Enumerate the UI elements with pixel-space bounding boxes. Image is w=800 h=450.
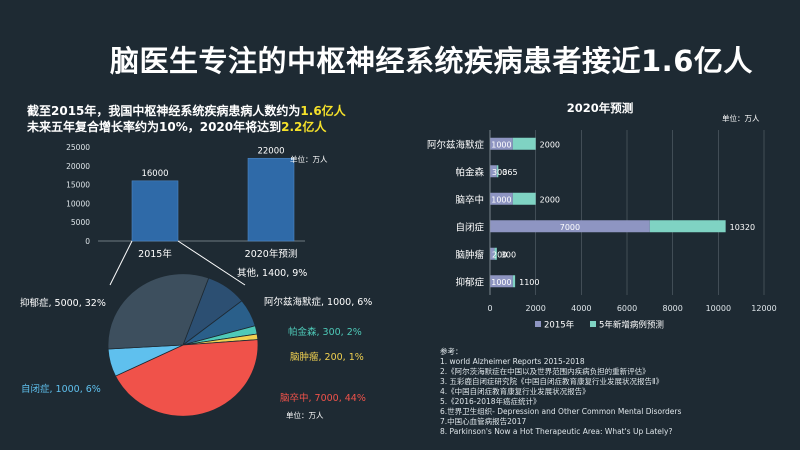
bar1-data-label: 16000 xyxy=(141,169,168,179)
bar2-total-label: 365 xyxy=(502,168,517,177)
bar2-xtick-label: 4000 xyxy=(571,304,591,313)
bar1-category-label: 2020年预测 xyxy=(245,248,298,260)
bar1-ytick-label: 0 xyxy=(85,237,90,246)
pie-slice-label: 阿尔兹海默症, 1000, 6% xyxy=(264,296,372,308)
bar2-segment-new xyxy=(494,247,497,260)
bar1-bar xyxy=(247,157,295,242)
bar2-category-label: 阿尔兹海默症 xyxy=(427,139,485,151)
bar2-segment-2015 xyxy=(490,275,513,288)
bar2-data-label: 7000 xyxy=(560,223,580,232)
bar2-category-label: 脑卒中 xyxy=(455,194,484,206)
bar1-ytick-label: 25000 xyxy=(66,143,90,152)
pie-slice-label: 脑肿瘤, 200, 1% xyxy=(290,351,364,363)
reference-item: 6.世界卫生组织- Depression and Other Common Me… xyxy=(440,407,682,416)
bar2-total-label: 2000 xyxy=(540,195,560,204)
bar1-unit-label: 单位：万人 xyxy=(290,154,328,164)
bar2-data-label: 1000 xyxy=(491,140,511,149)
connector-line xyxy=(109,240,133,286)
bar1-bar xyxy=(131,180,179,242)
bar2-legend-label: 2015年 xyxy=(544,320,575,331)
bar1-ytick-label: 20000 xyxy=(66,162,90,171)
references-heading: 参考： xyxy=(440,347,463,356)
slide-title: 脑医生专注的中枢神经系统疾病患者接近1.6亿人 xyxy=(110,44,753,78)
bar2-total-label: 2000 xyxy=(540,140,560,149)
bar2-total-label: 300 xyxy=(501,250,516,259)
reference-item: 2.《阿尔茨海默症在中国以及世界范围内疾病负担的重新评估》 xyxy=(440,367,650,376)
intro-text: 截至2015年，我国中枢神经系统疾病患病人数约为1.6亿人 未来五年复合增长率约… xyxy=(27,103,346,135)
bar2-segment-new xyxy=(496,165,499,178)
reference-item: 4.《中国自闭症教育康复行业发展状况报告》 xyxy=(440,387,590,396)
intro-line-2-text: 未来五年复合增长率约为10%，2020年将达到 xyxy=(27,120,282,134)
bar2-xtick-label: 0 xyxy=(487,304,492,313)
reference-item: 7.中国心血管病报告2017 xyxy=(440,417,527,426)
bar2-total-label: 1100 xyxy=(519,278,539,287)
bar2-category-label: 自闭症 xyxy=(455,221,484,233)
intro-line-1-text: 截至2015年，我国中枢神经系统疾病患病人数约为 xyxy=(27,104,301,118)
bar2-legend-label: 5年新增病例预测 xyxy=(599,320,664,331)
bar2-unit-label: 单位：万人 xyxy=(722,113,760,123)
bar2-segment-new xyxy=(649,220,726,233)
bar2-xtick-label: 6000 xyxy=(617,304,637,313)
intro-line-2-value: 2.2亿人 xyxy=(281,120,327,134)
intro-line-2: 未来五年复合增长率约为10%，2020年将达到2.2亿人 xyxy=(27,119,346,135)
bar2-data-label: 200 xyxy=(492,250,507,259)
bar2-segment-2015 xyxy=(490,192,513,205)
references: 参考： 1. world Alzheimer Reports 2015-2018… xyxy=(440,347,681,437)
bar2-data-label: 300 xyxy=(492,168,507,177)
bar1-ytick-label: 10000 xyxy=(66,199,90,208)
bar1-category-label: 2015年 xyxy=(138,248,172,260)
bar2-segment-2015 xyxy=(490,220,650,233)
bar1-ytick-label: 5000 xyxy=(71,218,90,227)
reference-item: 5.《2016-2018年癌症统计》 xyxy=(440,397,541,406)
bar2-segment-2015 xyxy=(490,137,513,150)
bar2-data-label: 1000 xyxy=(491,278,511,287)
bar2-xtick-label: 2000 xyxy=(525,304,545,313)
bar2-xtick-label: 8000 xyxy=(662,304,682,313)
reference-item: 8. Parkinson's Now a Hot Therapeutic Are… xyxy=(440,427,673,436)
pie-slice-label: 帕金森, 300, 2% xyxy=(288,326,362,338)
connector-line xyxy=(177,240,246,286)
pie-unit-label: 单位：万人 xyxy=(286,410,324,420)
bar2-total-label: 10320 xyxy=(730,223,755,232)
references-list: 1. world Alzheimer Reports 2015-2018 2.《阿… xyxy=(440,357,681,437)
bar2-data-label: 1000 xyxy=(491,195,511,204)
bar2-legend-swatch xyxy=(535,321,541,327)
bar2-xtick-label: 12000 xyxy=(751,304,776,313)
pie-slice-label: 脑卒中, 7000, 44% xyxy=(280,392,366,404)
reference-item: 1. world Alzheimer Reports 2015-2018 xyxy=(440,357,585,366)
pie-slice xyxy=(107,273,210,350)
bar2-segment-new xyxy=(512,275,516,288)
pie-slice-label: 其他, 1400, 9% xyxy=(237,267,307,279)
intro-line-1-value: 1.6亿人 xyxy=(300,104,346,118)
pie-slice-label: 自闭症, 1000, 6% xyxy=(21,383,101,395)
bar2-category-label: 帕金森 xyxy=(455,166,484,178)
pie-slice xyxy=(114,339,259,417)
bar2-title: 2020年预测 xyxy=(567,101,634,115)
pie-slice-label: 抑郁症, 5000, 32% xyxy=(20,297,106,309)
bar2-segment-2015 xyxy=(490,165,497,178)
bar2-xtick-label: 10000 xyxy=(706,304,731,313)
bar2-segment-new xyxy=(512,192,536,205)
reference-item: 3. 五彩鹿自闭症研究院《中国自闭症教育康复行业发展状况报告Ⅱ》 xyxy=(440,377,664,386)
bar2-segment-2015 xyxy=(490,247,495,260)
bar2-category-label: 抑郁症 xyxy=(455,276,484,288)
intro-line-1: 截至2015年，我国中枢神经系统疾病患病人数约为1.6亿人 xyxy=(27,103,346,119)
bar2-legend-swatch xyxy=(590,321,596,327)
bar2-category-label: 脑肿瘤 xyxy=(455,249,484,261)
bar1-data-label: 22000 xyxy=(257,146,284,156)
bar1-ytick-label: 15000 xyxy=(66,181,90,190)
bar2-segment-new xyxy=(512,137,536,150)
